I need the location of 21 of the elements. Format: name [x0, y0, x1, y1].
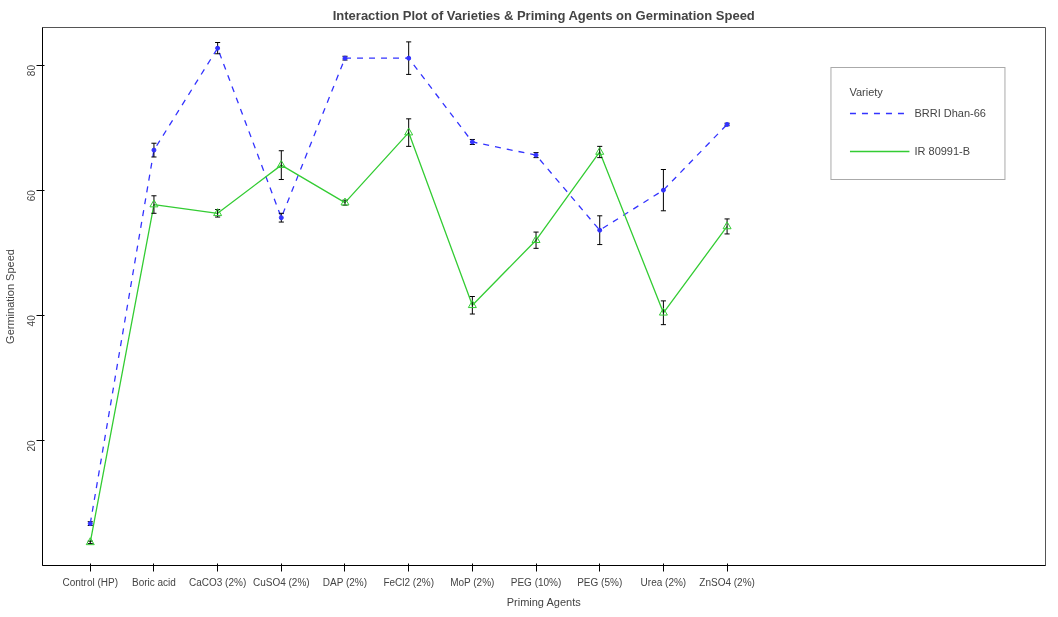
x-tick-label: DAP (2%): [322, 576, 368, 588]
legend-title: Variety: [849, 86, 884, 98]
y-tick-label: 60: [26, 189, 38, 202]
x-tick-label: Control (HP): [62, 576, 119, 588]
text: IR 80991-B: [914, 145, 971, 157]
x-axis-title: Priming Agents: [506, 595, 582, 608]
x-tick-label: PEG (10%): [510, 576, 562, 588]
x-tick-label: Boric acid: [131, 576, 176, 588]
x-tick-label: CaCO3 (2%): [189, 576, 247, 588]
y-tick-label: 80: [26, 64, 38, 77]
x-tick-label: Urea (2%): [640, 576, 687, 588]
x-tick-label: MoP (2%): [450, 576, 495, 588]
x-tick-label: CuSO4 (2%): [252, 576, 310, 588]
x-tick-label: PEG (5%): [577, 576, 623, 588]
y-tick-label: 40: [26, 314, 38, 327]
y-tick-label: 20: [26, 439, 38, 452]
x-tick-label: ZnSO4 (2%): [699, 576, 755, 588]
chart-title: Interaction Plot of Varieties & Priming Agents on Germination Speed: [332, 7, 755, 23]
text: BRRI Dhan-66: [914, 107, 986, 119]
y-axis-title: Germination Speed: [3, 249, 16, 344]
x-tick-label: FeCl2 (2%): [383, 576, 434, 588]
